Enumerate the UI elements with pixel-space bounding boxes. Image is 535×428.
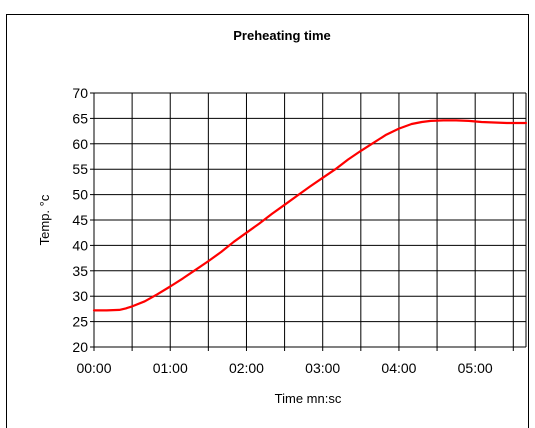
series-line bbox=[92, 119, 528, 312]
x-tick-label: 00:00 bbox=[76, 360, 111, 376]
y-tick-label: 45 bbox=[72, 212, 88, 228]
y-tick-label: 70 bbox=[72, 85, 88, 101]
plot-area: 20 25 30 35 40 45 50 55 60 65 70 00:00 01:00 02:00 03:… bbox=[72, 85, 528, 376]
y-tick-label: 25 bbox=[72, 314, 88, 330]
y-tick-label: 60 bbox=[72, 136, 88, 152]
y-tick-label: 50 bbox=[72, 187, 88, 203]
y-tick-label: 30 bbox=[72, 288, 88, 304]
y-tick-label: 65 bbox=[72, 110, 88, 126]
y-tick-label: 40 bbox=[72, 237, 88, 253]
y-axis-label: Temp. °c bbox=[37, 194, 52, 245]
x-tick-label: 05:00 bbox=[458, 360, 493, 376]
x-tick-label: 03:00 bbox=[305, 360, 340, 376]
y-tick-label: 20 bbox=[72, 339, 88, 355]
y-tick-label: 55 bbox=[72, 161, 88, 177]
x-tick-label: 02:00 bbox=[229, 360, 264, 376]
chart-title: Preheating time bbox=[233, 28, 331, 43]
x-axis-label: Time mn:sc bbox=[275, 391, 342, 406]
x-tick-label: 01:00 bbox=[153, 360, 188, 376]
x-tick-label: 04:00 bbox=[381, 360, 416, 376]
y-tick-label: 35 bbox=[72, 263, 88, 279]
